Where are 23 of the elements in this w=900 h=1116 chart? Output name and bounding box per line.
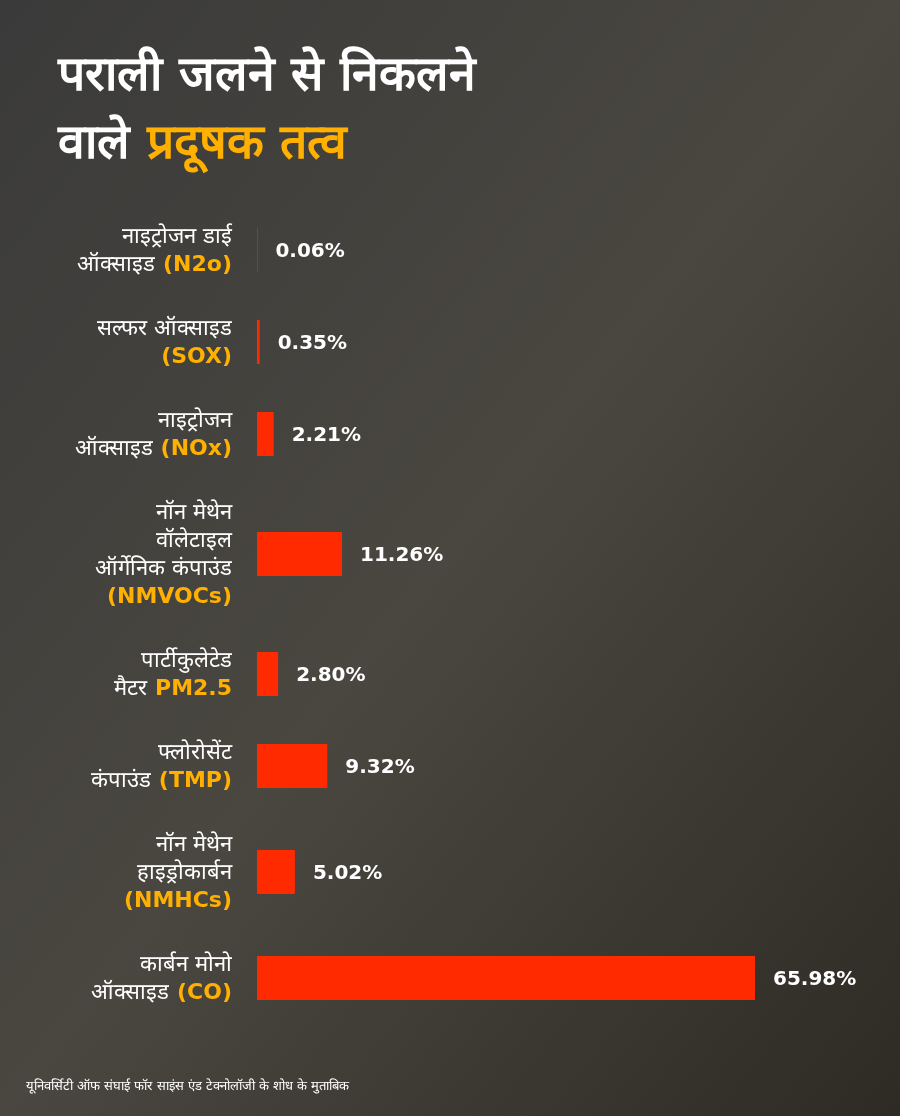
data-label: 0.35% bbox=[277, 330, 348, 354]
bar bbox=[257, 956, 755, 1000]
data-label: 5.02% bbox=[312, 860, 383, 884]
y-tick-label: नॉन मेथेन वॉलेटाइल ऑर्गेनिक कंपाउंड (NMVOCs) bbox=[95, 499, 233, 608]
data-label: 2.21% bbox=[291, 422, 362, 446]
data-label: 65.98% bbox=[773, 966, 857, 990]
bar bbox=[257, 850, 295, 894]
data-label: 9.32% bbox=[345, 754, 415, 778]
data-label: 0.06% bbox=[275, 238, 345, 262]
chart-title: पराली जलने से निकलने वाले प्रदूषक तत्व bbox=[57, 45, 479, 174]
y-tick-label: फ्लोरोसेंट कंपाउंड (TMP) bbox=[91, 739, 233, 792]
text: यूनिवर्सिटी ऑफ संघाई फॉर साइंस एंड टेक्नोलॉजी के शोध के मुताबिक bbox=[26, 1078, 351, 1094]
data-label: 2.80% bbox=[296, 662, 366, 686]
bar bbox=[257, 320, 260, 364]
y-tick-label: नॉन मेथेन हाइड्रोकार्बन (NMHCs) bbox=[123, 831, 233, 912]
y-tick-label: नाइट्रोजन ऑक्साइड (NOx) bbox=[74, 407, 233, 460]
bar bbox=[257, 744, 328, 788]
y-tick-label: पार्टीकुलेटेड मैटर PM2.5 bbox=[114, 647, 232, 700]
y-tick-label: सल्फर ऑक्साइड (SOX) bbox=[97, 315, 232, 368]
bar bbox=[257, 532, 342, 576]
y-tick-label: कार्बन मोनो ऑक्साइड (CO) bbox=[91, 951, 232, 1004]
category-label: नाइट्रोजन डाई ऑक्साइड (N2o) bbox=[77, 223, 232, 276]
data-label: 11.26% bbox=[359, 542, 444, 566]
